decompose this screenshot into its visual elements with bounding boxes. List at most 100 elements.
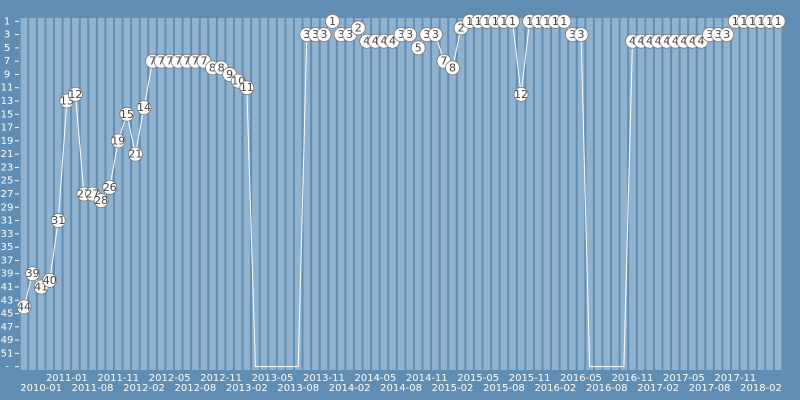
point-label: 2	[355, 21, 362, 34]
point-label: 7	[175, 55, 182, 68]
band	[29, 18, 36, 370]
point-label: 1	[740, 15, 747, 28]
marker	[136, 100, 152, 116]
band	[363, 18, 371, 370]
point-label: 4	[663, 35, 670, 48]
band	[474, 18, 482, 370]
marker	[427, 27, 443, 43]
marker	[25, 266, 40, 282]
point-label: 4	[655, 35, 662, 48]
band	[517, 18, 525, 370]
point-label: 3	[312, 28, 319, 41]
y-tick-label: 19	[1, 136, 14, 147]
band	[380, 18, 388, 370]
band	[277, 18, 285, 370]
y-tick-label: 33	[1, 229, 14, 240]
x-tick-label: 2017-05	[663, 373, 705, 384]
point-label: 4	[372, 35, 379, 48]
point-label: 1	[466, 15, 473, 28]
band	[414, 18, 422, 370]
point-label: 1	[329, 15, 336, 28]
point-label: 1	[552, 15, 559, 28]
band	[432, 18, 439, 370]
point-label: 4	[380, 35, 387, 48]
band	[706, 18, 713, 370]
band	[560, 18, 568, 370]
point-label: 3	[423, 28, 430, 41]
point-label: 1	[535, 15, 542, 28]
point-label: 1	[526, 15, 533, 28]
band	[397, 18, 405, 370]
point-label: 3	[578, 28, 585, 41]
y-tick-label: 5	[4, 43, 10, 54]
x-tick-label: 2016-02	[534, 383, 576, 394]
marker	[16, 299, 32, 315]
point-label: 1	[749, 15, 756, 28]
band	[294, 18, 302, 370]
band	[749, 18, 756, 370]
point-label: 28	[94, 194, 108, 207]
band	[123, 18, 131, 370]
band	[774, 18, 782, 370]
band	[354, 18, 362, 370]
point-label: 4	[363, 35, 370, 48]
x-tick-label: 2013-08	[277, 383, 319, 394]
marker	[128, 146, 143, 162]
point-label: 39	[26, 267, 40, 280]
band	[646, 18, 653, 370]
x-tick-label: 2017-02	[637, 383, 679, 394]
point-label: 9	[226, 68, 233, 81]
point-label: 7	[183, 55, 190, 68]
band	[63, 18, 71, 370]
band	[612, 18, 619, 370]
y-tick-label: 17	[1, 123, 14, 134]
point-label: 21	[128, 148, 142, 161]
x-tick-label: 2015-11	[509, 373, 551, 384]
point-label: 8	[218, 61, 225, 74]
band	[303, 18, 311, 370]
point-label: 3	[346, 28, 353, 41]
x-tick-label: 2014-05	[354, 373, 396, 384]
y-tick-label: 37	[1, 255, 14, 266]
point-label: 8	[209, 61, 216, 74]
x-tick-label: 2013-02	[226, 383, 268, 394]
point-label: 7	[440, 55, 447, 68]
point-label: 1	[732, 15, 739, 28]
point-label: 14	[137, 101, 151, 114]
x-tick-label: 2014-08	[380, 383, 422, 394]
x-tick-label: 2016-08	[586, 383, 628, 394]
marker	[573, 27, 589, 43]
band	[234, 18, 242, 370]
marker	[325, 13, 340, 29]
x-tick-label: 2014-11	[406, 373, 448, 384]
point-label: 19	[111, 134, 125, 147]
marker	[350, 20, 366, 36]
point-label: 3	[706, 28, 713, 41]
band	[509, 18, 516, 370]
band	[312, 18, 319, 370]
band	[663, 18, 671, 370]
marker	[93, 193, 109, 209]
band	[740, 18, 748, 370]
band	[689, 18, 696, 370]
band	[586, 18, 593, 370]
point-label: 31	[51, 214, 65, 227]
band	[629, 18, 636, 370]
y-tick-label: 11	[1, 83, 14, 94]
marker	[110, 133, 126, 149]
band	[226, 18, 233, 370]
point-label: 1	[775, 15, 782, 28]
point-label: 7	[200, 55, 207, 68]
point-label: 4	[629, 35, 636, 48]
band	[577, 18, 585, 370]
band	[672, 18, 679, 370]
point-label: 1	[483, 15, 490, 28]
marker	[68, 86, 83, 102]
band	[286, 18, 293, 370]
band	[37, 18, 45, 370]
point-label: 3	[398, 28, 405, 41]
band	[346, 18, 353, 370]
band	[423, 18, 431, 370]
y-tick-label: 3	[4, 30, 10, 41]
point-label: 1	[758, 15, 765, 28]
